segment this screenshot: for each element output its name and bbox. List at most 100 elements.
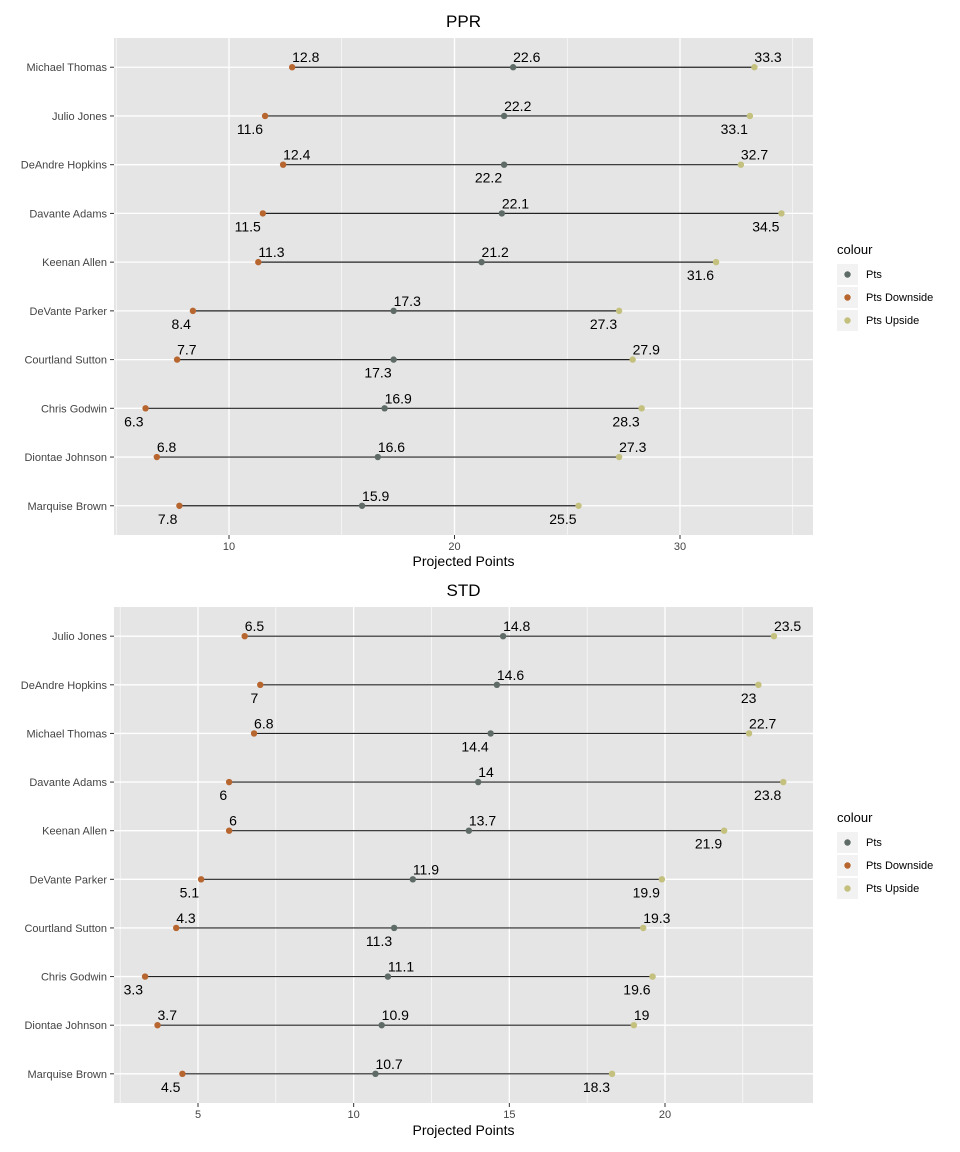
chart-ppr-point-pts (390, 307, 397, 315)
chart-std-point-upside (658, 876, 666, 883)
chart-ppr-label-pts: 16.6 (378, 439, 405, 455)
chart-ppr: 10 20 30 Michael Thomas Julio Jones DeAndre H… (21, 12, 933, 569)
chart-ppr-point-upside (778, 210, 785, 217)
chart-std-label-pts: 10.7 (375, 1056, 402, 1072)
chart-ppr-player-label: Davante Adams (29, 208, 107, 220)
chart-ppr-label-upside: 31.6 (687, 267, 714, 283)
chart-ppr-player-label: Michael Thomas (27, 62, 108, 74)
chart-ppr-player-label: DeAndre Hopkins (21, 160, 108, 172)
chart-std-label-pts: 11.1 (388, 959, 414, 975)
chart-std-point-pts (384, 973, 392, 980)
chart-std-label-downside: 5.1 (180, 884, 200, 900)
chart-std-point-downside (250, 730, 258, 737)
chart-ppr-label-pts: 21.2 (482, 244, 509, 260)
chart-std-label-downside: 4.5 (161, 1079, 181, 1095)
chart-ppr-label-upside: 27.3 (619, 439, 646, 455)
chart-std-label-downside: 6 (219, 787, 227, 803)
chart-std-point-downside (154, 1021, 161, 1029)
chart-ppr-point-pts (381, 405, 388, 412)
chart-ppr-x-tick-label: 10 (223, 541, 235, 553)
chart-std-player-label: Chris Godwin (41, 972, 107, 984)
chart-ppr-point-downside (259, 210, 267, 217)
chart-ppr-point-pts (509, 64, 517, 71)
chart-ppr-point-downside (189, 307, 197, 315)
chart-std-point-pts (378, 1021, 385, 1029)
chart-std-x-tick-label: 15 (503, 1109, 515, 1121)
chart-ppr-label-downside: 7.7 (177, 342, 197, 358)
chart-std-panel (114, 607, 813, 1103)
chart-std-label-downside: 6 (229, 813, 237, 829)
chart-ppr-x-axis-title: Projected Points (413, 553, 515, 569)
chart-std-label-downside: 6.5 (245, 618, 265, 634)
chart-ppr-label-downside: 11.6 (237, 121, 263, 137)
chart-std-point-downside (225, 778, 233, 786)
chart-std-point-upside (745, 730, 753, 737)
legend-label-pts: Pts (866, 269, 882, 281)
chart-ppr-label-downside: 12.4 (283, 147, 310, 163)
chart-ppr-title: PPR (446, 12, 481, 31)
chart-std-point-upside (780, 778, 787, 786)
chart-std-player-label: DeAndre Hopkins (21, 680, 108, 692)
chart-ppr-label-downside: 11.5 (235, 218, 261, 234)
chart-std-label-pts: 10.9 (382, 1007, 409, 1023)
chart-ppr-player-label: Chris Godwin (41, 403, 107, 415)
chart-std-x-tick-label: 10 (348, 1109, 360, 1121)
chart-std-player-label: DeVante Parker (30, 874, 108, 886)
chart-std-x-tick-label: 5 (195, 1109, 201, 1121)
legend-title: colour (837, 242, 873, 257)
chart-std-label-downside: 6.8 (254, 715, 274, 731)
chart-ppr-point-upside (615, 453, 623, 461)
chart-ppr-point-upside (712, 258, 720, 266)
legend-key-pts (844, 839, 851, 846)
chart-std-point-pts (372, 1070, 379, 1078)
legend-key-downside (844, 862, 851, 869)
chart-std-point-downside (241, 632, 248, 640)
chart-ppr-label-pts: 22.1 (502, 195, 529, 211)
chart-ppr-point-downside (173, 356, 181, 363)
chart-std-label-upside: 23.5 (774, 618, 801, 634)
chart-std-label-downside: 3.3 (124, 982, 144, 998)
legend-key-pts (844, 271, 851, 278)
chart-std-label-upside: 21.9 (695, 836, 722, 852)
legend-label-upside: Pts Upside (866, 883, 919, 895)
chart-ppr-player-label: Diontae Johnson (24, 452, 107, 464)
chart-ppr-point-downside (279, 161, 287, 168)
chart-ppr-point-downside (176, 502, 183, 509)
chart-std-label-pts: 14.8 (503, 618, 530, 634)
chart-ppr-player-label: Keenan Allen (42, 257, 107, 269)
chart-ppr-point-upside (638, 405, 645, 412)
legend-key-upside (844, 317, 851, 324)
chart-std-point-pts (499, 632, 507, 640)
chart-std-label-pts: 11.3 (366, 933, 392, 949)
chart-ppr-point-pts (500, 161, 508, 168)
chart-ppr-point-pts (374, 453, 382, 461)
chart-ppr-label-upside: 27.9 (633, 342, 660, 358)
chart-ppr-label-pts: 17.3 (364, 365, 391, 381)
chart-ppr-label-pts: 22.6 (513, 49, 540, 65)
chart-std-label-downside: 3.7 (158, 1007, 178, 1023)
chart-std-label-pts: 13.7 (469, 813, 496, 829)
legend-title: colour (837, 810, 873, 825)
chart-std-point-downside (179, 1070, 186, 1078)
chart-std-x-tick-label: 20 (659, 1109, 671, 1121)
chart-std-player-label: Keenan Allen (42, 826, 107, 838)
chart-ppr-point-upside (629, 356, 636, 363)
chart-std-label-pts: 14.6 (497, 667, 524, 683)
chart-std-point-pts (465, 827, 473, 834)
chart-std-point-pts (475, 778, 482, 786)
chart-std-point-upside (640, 924, 647, 932)
chart-ppr-player-label: Courtland Sutton (24, 355, 107, 367)
legend-label-upside: Pts Upside (866, 315, 919, 327)
chart-ppr-point-upside (746, 112, 754, 120)
chart-std-label-pts: 11.9 (413, 861, 439, 877)
chart-std-point-pts (390, 924, 398, 932)
chart-std-point-upside (649, 973, 656, 980)
chart-std-point-upside (755, 681, 762, 689)
chart-ppr-x-tick-label: 30 (674, 541, 686, 553)
legend-label-pts: Pts (866, 837, 882, 849)
chart-std-label-upside: 18.3 (583, 1079, 610, 1095)
chart-ppr-x-tick-label: 20 (448, 541, 460, 553)
chart-ppr-label-pts: 15.9 (362, 488, 389, 504)
chart-std-point-downside (197, 876, 205, 883)
